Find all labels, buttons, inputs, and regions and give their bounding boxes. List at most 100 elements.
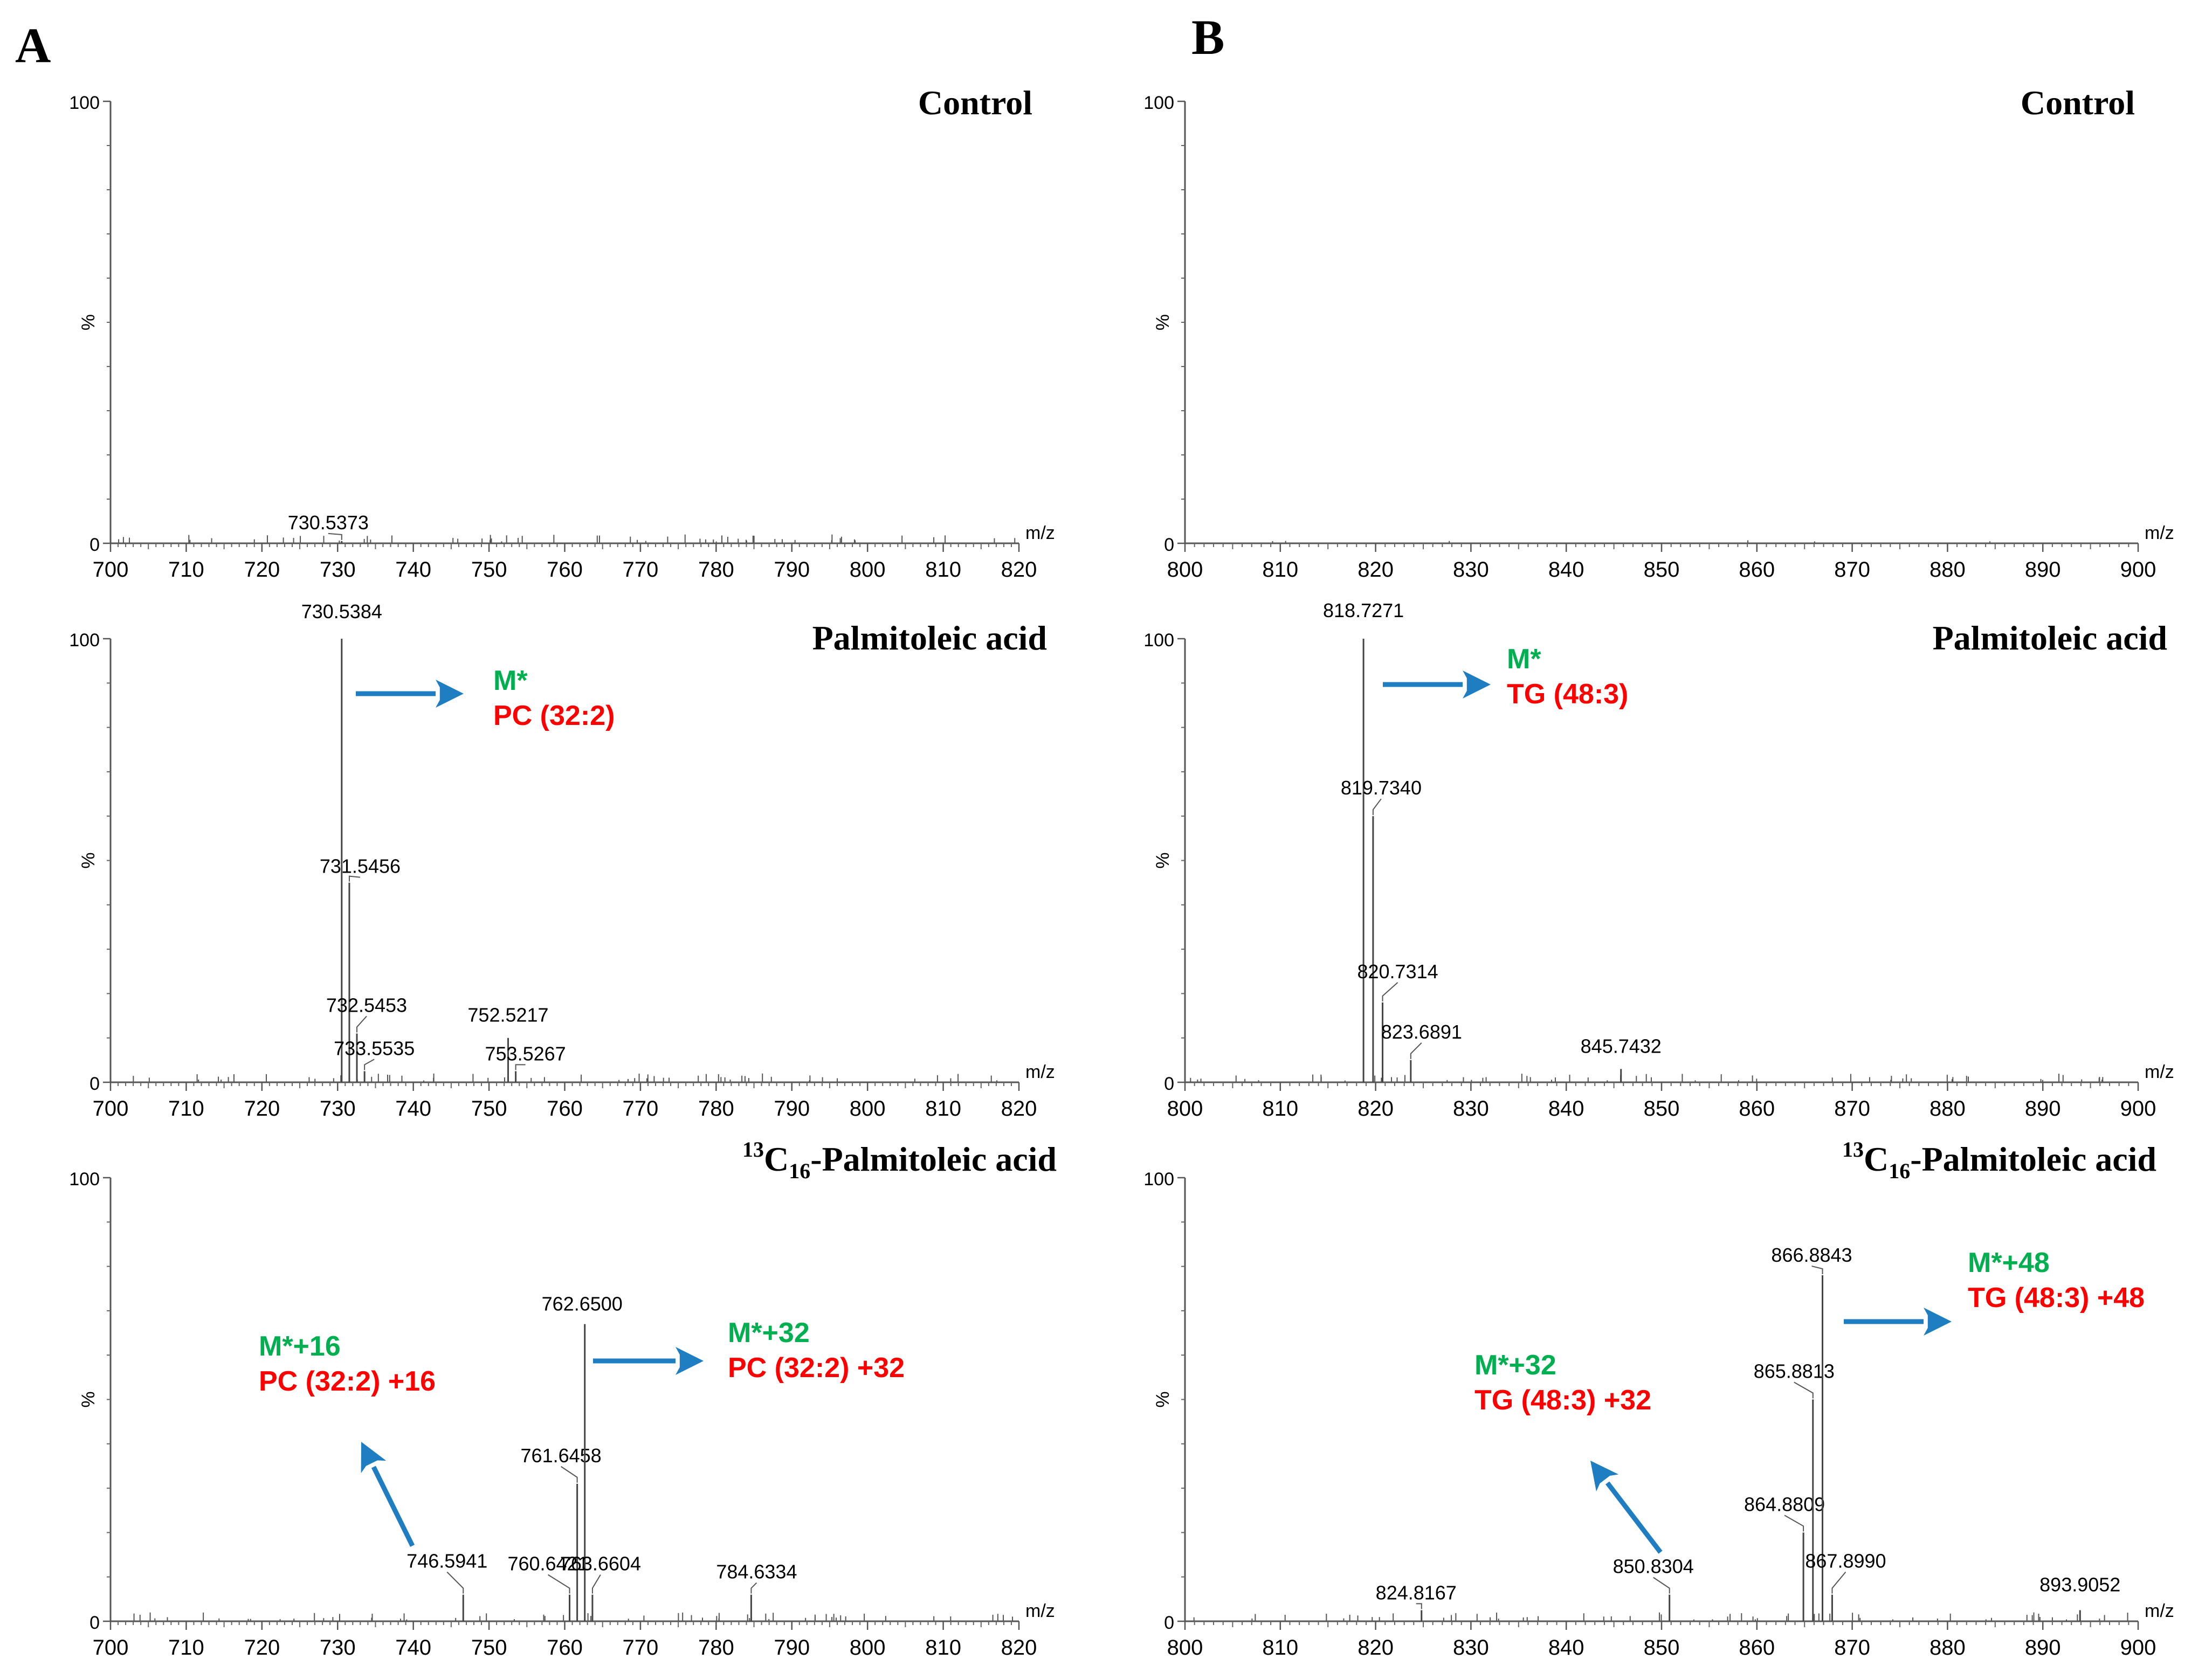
x-tick-label: 700 xyxy=(93,1636,129,1660)
peak-label: 746.5941 xyxy=(406,1550,487,1572)
x-tick-label: 790 xyxy=(774,1636,810,1660)
x-tick-label: 700 xyxy=(93,1097,129,1121)
y-axis-label: % xyxy=(78,1391,99,1407)
peak-label-leader xyxy=(364,1059,375,1070)
y-tick-label: 0 xyxy=(89,1074,100,1094)
x-tick-label: 730 xyxy=(320,1097,356,1121)
x-tick-label: 780 xyxy=(698,1097,734,1121)
x-tick-label: 740 xyxy=(395,1097,431,1121)
spectrum-b-1: 0 100% 800 810 820 830 840 850 860 870 880 890 900 m/… xyxy=(1143,84,2174,582)
annotation-lipid: TG (48:3) +32 xyxy=(1474,1385,1651,1416)
peak-label: 850.8304 xyxy=(1613,1556,1694,1578)
peak-label-leader xyxy=(750,1582,757,1594)
peak-label-leader xyxy=(328,533,342,540)
peak-label: 753.5267 xyxy=(485,1042,566,1064)
spectrum-a-3: 0 100% 700 710 720 730 740 750 760 770 780 790 800 81… xyxy=(69,1137,1057,1660)
x-tick-label: 880 xyxy=(1930,1636,1966,1660)
annotation-ion: M*+32 xyxy=(728,1317,810,1349)
annotation-arrow-head xyxy=(1590,1461,1619,1492)
x-tick-label: 880 xyxy=(1930,558,1966,582)
peak-label-leader xyxy=(348,875,361,882)
peak-label: 731.5456 xyxy=(320,855,401,877)
x-tick-label: 820 xyxy=(1357,558,1394,582)
peak-label-leader xyxy=(1831,1571,1846,1594)
x-tick-label: 850 xyxy=(1644,1636,1680,1660)
x-axis-label: m/z xyxy=(1025,523,1055,543)
x-tick-label: 750 xyxy=(471,1097,507,1121)
peak-label: 893.9052 xyxy=(2039,1573,2120,1595)
x-tick-label: 900 xyxy=(2120,1097,2156,1121)
peak-label-leader xyxy=(1382,982,1398,1001)
peak-label-leader xyxy=(561,1466,578,1483)
x-tick-label: 810 xyxy=(1262,1097,1298,1121)
x-tick-label: 710 xyxy=(168,1636,204,1660)
spectrum-title: Control xyxy=(2021,84,2135,122)
x-tick-label: 790 xyxy=(774,1097,810,1121)
x-axis-label: m/z xyxy=(2145,1601,2174,1621)
y-tick-label: 0 xyxy=(1164,1074,1174,1094)
x-tick-label: 710 xyxy=(168,558,204,582)
x-tick-label: 870 xyxy=(1834,1636,1870,1660)
peak-label-leader xyxy=(591,1574,601,1594)
x-tick-label: 840 xyxy=(1548,1097,1584,1121)
charts-container: 0 100% 700 710 720 730 740 750 760 770 780 790 800 81… xyxy=(69,84,2174,1660)
x-tick-label: 750 xyxy=(471,1636,507,1660)
x-tick-label: 760 xyxy=(547,1097,583,1121)
peak-label: 752.5217 xyxy=(467,1004,548,1026)
y-tick-label: 100 xyxy=(1143,630,1174,651)
y-tick-label: 100 xyxy=(69,93,100,113)
x-tick-label: 870 xyxy=(1834,1097,1870,1121)
y-axis-label: % xyxy=(78,314,99,330)
peak-label: 732.5453 xyxy=(326,994,407,1016)
peak-label-leader xyxy=(1653,1577,1670,1594)
peak-label-leader xyxy=(1784,1515,1804,1532)
x-tick-label: 790 xyxy=(774,558,810,582)
peak-label: 730.5373 xyxy=(288,511,369,534)
spectrum-title: 13C16-Palmitoleic acid xyxy=(742,1137,1057,1183)
y-tick-label: 0 xyxy=(89,1613,100,1633)
y-axis-label: % xyxy=(1153,852,1173,868)
x-tick-label: 820 xyxy=(1001,1636,1037,1660)
x-tick-label: 880 xyxy=(1930,1097,1966,1121)
x-tick-label: 900 xyxy=(2120,1636,2156,1660)
peak-label: 784.6334 xyxy=(716,1561,797,1583)
y-tick-label: 0 xyxy=(89,535,100,555)
x-tick-label: 890 xyxy=(2025,1636,2061,1660)
panel-letter-a: A xyxy=(15,18,51,73)
y-tick-label: 100 xyxy=(1143,1169,1174,1190)
x-tick-label: 760 xyxy=(547,1636,583,1660)
annotation-arrow-shaft xyxy=(1605,1481,1663,1554)
peak-label: 819.7340 xyxy=(1341,777,1422,799)
x-tick-label: 890 xyxy=(2025,1097,2061,1121)
spectrum-a-1: 0 100% 700 710 720 730 740 750 760 770 780 790 800 81… xyxy=(69,84,1055,582)
y-tick-label: 100 xyxy=(1143,93,1174,113)
x-tick-label: 800 xyxy=(850,558,886,582)
peak-label-leader xyxy=(547,1574,570,1594)
y-axis-label: % xyxy=(78,852,99,868)
spectrum-a-2: 0 100% 700 710 720 730 740 750 760 770 780 790 800 81… xyxy=(69,600,1055,1121)
annotation-lipid: PC (32:2) +32 xyxy=(728,1352,905,1384)
peak-label: 865.8813 xyxy=(1754,1360,1835,1382)
annotation-arrow-head xyxy=(436,680,464,708)
peak-label: 761.6458 xyxy=(521,1444,602,1467)
peak-label: 762.6500 xyxy=(542,1293,623,1315)
x-tick-label: 810 xyxy=(1262,558,1298,582)
x-axis-label: m/z xyxy=(1025,1601,1055,1621)
x-tick-label: 760 xyxy=(547,558,583,582)
annotation-ion: M*+48 xyxy=(1968,1247,2050,1278)
peak-label: 845.7432 xyxy=(1581,1035,1662,1057)
x-tick-label: 810 xyxy=(1262,1636,1298,1660)
peak-label-leader xyxy=(1410,1042,1422,1059)
x-tick-label: 770 xyxy=(623,558,659,582)
peak-label: 730.5384 xyxy=(301,600,382,623)
peak-label: 867.8990 xyxy=(1805,1550,1886,1572)
x-tick-label: 720 xyxy=(244,558,280,582)
annotation-arrow-head xyxy=(361,1442,387,1474)
annotation-ion: M* xyxy=(493,665,528,696)
panel-letter-b: B xyxy=(1191,10,1224,65)
x-tick-label: 720 xyxy=(244,1097,280,1121)
x-tick-label: 740 xyxy=(395,1636,431,1660)
x-tick-label: 750 xyxy=(471,558,507,582)
peak-label-leader xyxy=(1811,1266,1823,1275)
annotation-arrow-head xyxy=(676,1347,704,1375)
